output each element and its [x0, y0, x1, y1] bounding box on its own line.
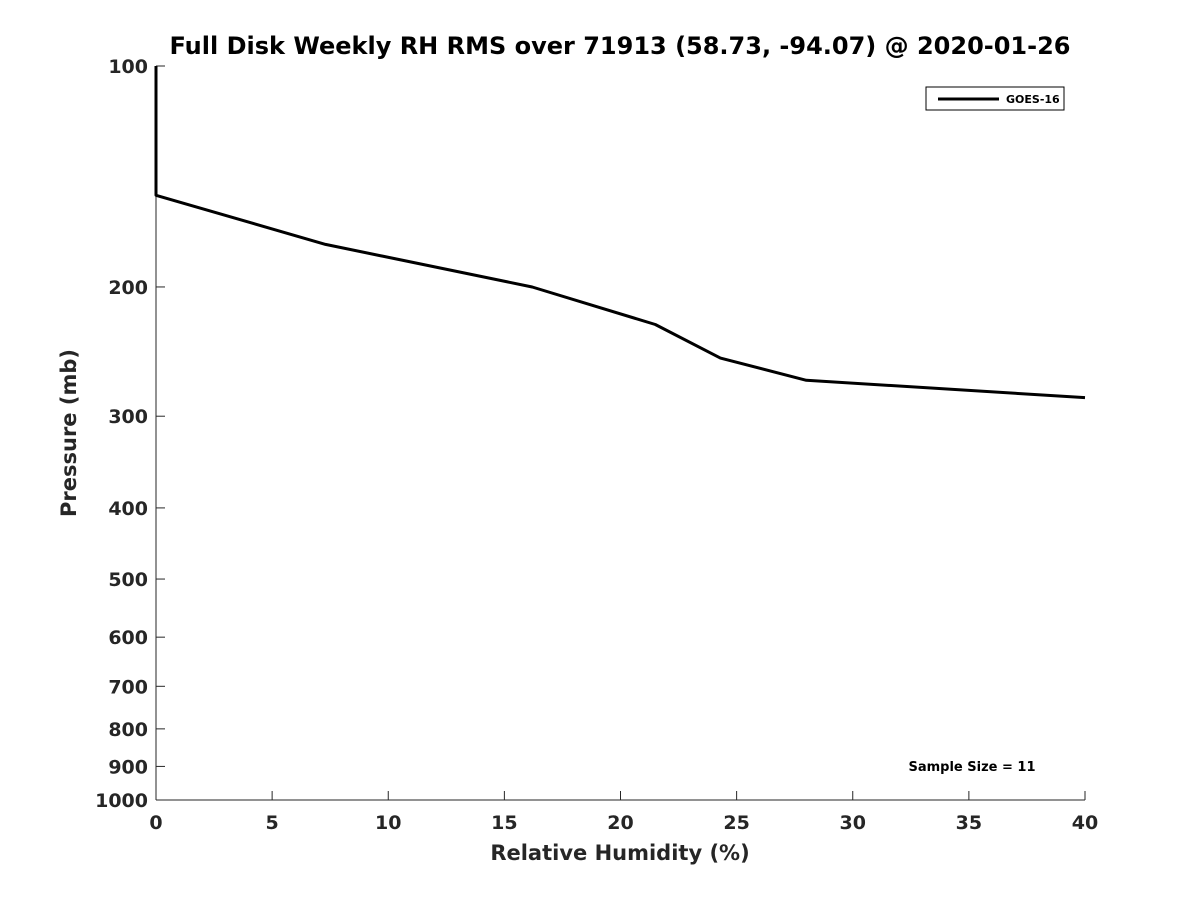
x-tick-label: 25: [723, 812, 749, 834]
sample-size-annotation: Sample Size = 11: [908, 760, 1035, 775]
y-tick-label: 100: [108, 56, 148, 78]
y-tick-label: 1000: [95, 790, 148, 812]
y-tick-label: 300: [108, 406, 148, 428]
x-tick-label: 0: [149, 812, 162, 834]
x-ticks: 0 5 10 15 20 25 30 35 40: [149, 791, 1098, 834]
y-axis-label: Pressure (mb): [57, 349, 81, 517]
x-tick-label: 30: [840, 812, 866, 834]
y-tick-label: 700: [108, 676, 148, 698]
y-tick-label: 900: [108, 756, 148, 778]
y-ticks: 100 200 300 400 500 600 700 800 900 1000: [95, 56, 165, 812]
legend: GOES-16: [925, 86, 1065, 111]
x-axis-label: Relative Humidity (%): [490, 841, 749, 865]
series-layer: [154, 66, 1086, 400]
y-tick-label: 400: [108, 498, 148, 520]
y-tick-label: 600: [108, 627, 148, 649]
x-tick-label: 35: [956, 812, 982, 834]
x-tick-label: 15: [491, 812, 517, 834]
x-tick-label: 10: [375, 812, 401, 834]
x-tick-label: 40: [1072, 812, 1098, 834]
x-tick-label: 5: [266, 812, 279, 834]
y-tick-label: 800: [108, 719, 148, 741]
chart-title: Full Disk Weekly RH RMS over 71913 (58.7…: [169, 32, 1070, 60]
x-tick-label: 20: [607, 812, 633, 834]
y-tick-label: 200: [108, 277, 148, 299]
axes: [155, 66, 1085, 801]
y-tick-label: 500: [108, 569, 148, 591]
series-line-goes-16: [154, 66, 1086, 400]
legend-label-goes-16: GOES-16: [1006, 93, 1060, 106]
